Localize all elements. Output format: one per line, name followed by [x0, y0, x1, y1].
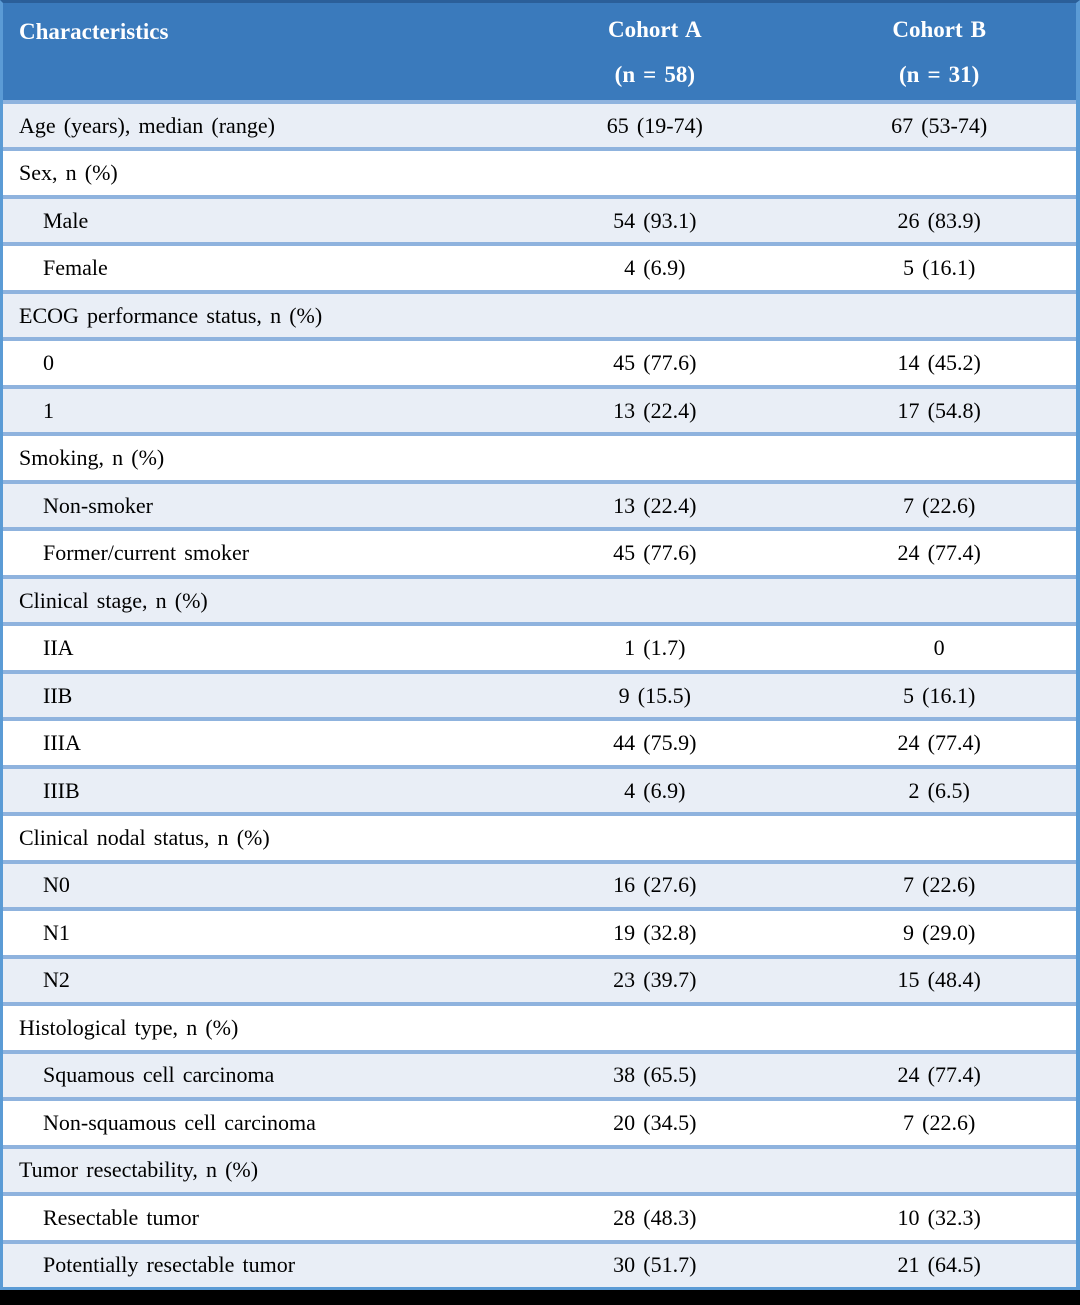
table-header-row: Characteristics Cohort A (n = 58) Cohort…: [3, 3, 1076, 100]
table-row: ECOG performance status, n (%): [3, 289, 1076, 338]
cohort-b-value: 2 (6.5): [908, 777, 970, 803]
table-row: Tumor resectability, n (%): [3, 1144, 1076, 1193]
cohort-a-value: 13 (22.4): [613, 492, 697, 518]
row-label: Tumor resectability, n (%): [19, 1157, 259, 1183]
row-label: Sex, n (%): [19, 160, 118, 186]
table-row: IIIA 44 (75.9) 24 (77.4): [3, 717, 1076, 765]
table-row: Clinical stage, n (%): [3, 574, 1076, 623]
table-row: 0 45 (77.6) 14 (45.2): [3, 337, 1076, 385]
cohort-a-value: 20 (34.5): [613, 1109, 697, 1135]
table-row: IIA 1 (1.7) 0: [3, 622, 1076, 670]
row-label: Age (years), median (range): [19, 112, 275, 138]
table-row: Clinical nodal status, n (%): [3, 812, 1076, 860]
table-row: Female 4 (6.9) 5 (16.1): [3, 242, 1076, 290]
cohort-b-value: 24 (77.4): [897, 730, 981, 756]
row-label: Clinical nodal status, n (%): [19, 825, 270, 850]
cohort-b-value: 7 (22.6): [903, 872, 976, 898]
cohort-b-value: 24 (77.4): [897, 540, 981, 566]
row-label: Non-squamous cell carcinoma: [43, 1109, 316, 1135]
cohort-a-title: Cohort A: [607, 17, 702, 42]
column-header-characteristics: Characteristics: [19, 19, 169, 44]
cohort-a-sample-size: (n = 58): [614, 62, 695, 87]
cohort-a-value: 9 (15.5): [618, 682, 691, 708]
row-label: Histological type, n (%): [19, 1014, 239, 1040]
cohort-a-value: 54 (93.1): [613, 207, 697, 233]
cohort-a-value: 19 (32.8): [613, 919, 697, 945]
table-row: Non-smoker 13 (22.4) 7 (22.6): [3, 479, 1076, 528]
table-row: Resectable tumor 28 (48.3) 10 (32.3): [3, 1192, 1076, 1240]
cohort-a-value: 1 (1.7): [624, 635, 686, 661]
row-label: N2: [43, 967, 70, 993]
row-label: Resectable tumor: [43, 1204, 199, 1230]
cohort-b-value: 21 (64.5): [897, 1252, 981, 1278]
table-row: Male 54 (93.1) 26 (83.9): [3, 194, 1076, 243]
cohort-a-value: 28 (48.3): [613, 1204, 697, 1230]
bottom-black-bar: [0, 1290, 1080, 1305]
row-label: Former/current smoker: [43, 540, 250, 566]
table-row: N0 16 (27.6) 7 (22.6): [3, 859, 1076, 908]
row-label: Non-smoker: [43, 492, 153, 518]
cohort-a-value: 44 (75.9): [613, 730, 697, 756]
cohort-b-value: 10 (32.3): [897, 1204, 981, 1230]
cohort-a-value: 30 (51.7): [613, 1252, 697, 1278]
table-row: IIIB 4 (6.9) 2 (6.5): [3, 764, 1076, 813]
table-row: N2 23 (39.7) 15 (48.4): [3, 954, 1076, 1003]
row-label: IIB: [43, 682, 73, 708]
cohort-b-value: 5 (16.1): [903, 255, 976, 281]
cohort-b-value: 17 (54.8): [897, 397, 981, 423]
row-label: IIIA: [43, 730, 81, 756]
table-row: 1 13 (22.4) 17 (54.8): [3, 384, 1076, 433]
cohort-a-value: 4 (6.9): [624, 777, 686, 803]
row-label: ECOG performance status, n (%): [19, 302, 323, 328]
cohort-b-value: 7 (22.6): [903, 492, 976, 518]
table-row: Former/current smoker 45 (77.6) 24 (77.4…: [3, 527, 1076, 575]
cohort-a-value: 23 (39.7): [613, 967, 697, 993]
row-label: IIIB: [43, 777, 80, 803]
cohort-b-value: 24 (77.4): [897, 1062, 981, 1088]
table-row: Squamous cell carcinoma 38 (65.5) 24 (77…: [3, 1049, 1076, 1098]
cohort-a-value: 4 (6.9): [624, 255, 686, 281]
cohort-b-value: 0: [933, 635, 945, 661]
row-label: Smoking, n (%): [19, 445, 165, 471]
table-row: Sex, n (%): [3, 147, 1076, 195]
cohort-b-value: 26 (83.9): [897, 207, 981, 233]
table-row: IIB 9 (15.5) 5 (16.1): [3, 669, 1076, 718]
table-row: Potentially resectable tumor 30 (51.7) 2…: [3, 1239, 1076, 1288]
cohort-b-value: 5 (16.1): [903, 682, 976, 708]
row-label: Potentially resectable tumor: [43, 1252, 296, 1278]
row-label: Male: [43, 207, 89, 233]
cohort-a-value: 45 (77.6): [613, 540, 697, 566]
table-row: N1 19 (32.8) 9 (29.0): [3, 907, 1076, 955]
column-header-cohort-a: Cohort A (n = 58): [507, 3, 802, 100]
cohort-b-value: 9 (29.0): [903, 919, 976, 945]
cohort-a-value: 65 (19-74): [606, 112, 703, 138]
cohort-a-value: 16 (27.6): [613, 872, 697, 898]
cohort-b-value: 14 (45.2): [897, 350, 981, 376]
row-label: 0: [43, 350, 54, 376]
cohort-a-value: 45 (77.6): [613, 350, 697, 376]
cohort-b-sample-size: (n = 31): [899, 62, 980, 87]
table-row: Histological type, n (%): [3, 1002, 1076, 1050]
cohort-b-value: 67 (53-74): [891, 112, 988, 138]
row-label: N1: [43, 919, 70, 945]
row-label: Squamous cell carcinoma: [43, 1062, 275, 1088]
table-row: Smoking, n (%): [3, 432, 1076, 480]
row-label: IIA: [43, 635, 74, 661]
row-label: Female: [43, 255, 108, 281]
cohort-a-value: 38 (65.5): [613, 1062, 697, 1088]
column-header-cohort-b: Cohort B (n = 31): [802, 3, 1076, 100]
cohort-b-value: 7 (22.6): [903, 1109, 976, 1135]
table-row: Non-squamous cell carcinoma 20 (34.5) 7 …: [3, 1097, 1076, 1145]
row-label: Clinical stage, n (%): [19, 587, 208, 613]
cohort-b-title: Cohort B: [892, 17, 986, 42]
row-label: N0: [43, 872, 70, 898]
row-label: 1: [43, 397, 54, 423]
table-row: Age (years), median (range) 65 (19-74) 6…: [3, 100, 1076, 148]
cohort-b-value: 15 (48.4): [897, 967, 981, 993]
cohort-a-value: 13 (22.4): [613, 397, 697, 423]
